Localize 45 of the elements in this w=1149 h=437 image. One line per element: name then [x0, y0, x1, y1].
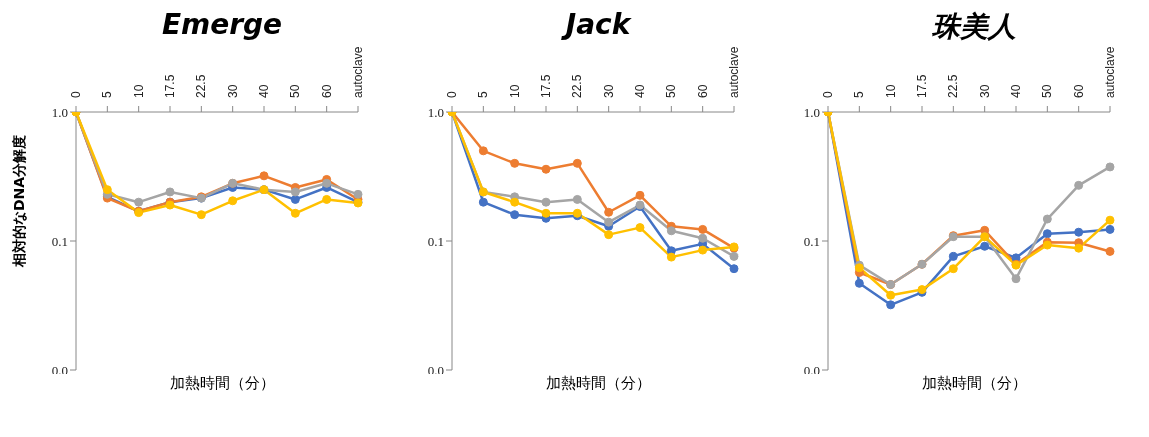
y-tick-label: 0.0 [803, 362, 820, 378]
x-tick-label: 40 [1009, 84, 1023, 98]
x-tick-label: 30 [225, 84, 240, 98]
x-tick-label: 17.5 [539, 74, 553, 98]
x-tick-label: 30 [977, 84, 992, 98]
chart-title: Emerge [161, 8, 283, 43]
x-tick-label: 40 [633, 84, 647, 98]
x-tick-label: 5 [852, 91, 867, 98]
x-tick-label: 50 [664, 84, 679, 98]
x-tick-label: 60 [319, 84, 334, 98]
y-tick-label: 0.1 [51, 233, 68, 249]
x-tick-label: 22.5 [194, 74, 209, 98]
x-tick-label: 60 [695, 84, 710, 98]
x-axis-title: 加熱時間（分） [921, 374, 1027, 393]
x-tick-label: 0 [445, 91, 459, 98]
x-tick-label: autoclave [727, 46, 741, 98]
x-tick-label: 50 [1040, 84, 1055, 98]
x-tick-label: 10 [883, 84, 898, 98]
x-tick-label: 10 [131, 84, 146, 98]
y-tick-label: 1.0 [427, 104, 444, 120]
x-tick-label: autoclave [1103, 46, 1117, 98]
x-tick-label: 22.5 [946, 74, 961, 98]
x-tick-label: 5 [476, 91, 491, 98]
x-axis-title: 加熱時間（分） [169, 374, 275, 393]
y-tick-label: 0.1 [803, 233, 820, 249]
x-tick-label: 50 [288, 84, 303, 98]
x-tick-label: 22.5 [570, 74, 585, 98]
y-tick-label: 0.0 [427, 362, 444, 378]
x-tick-label: 0 [821, 91, 835, 98]
y-tick-label: 1.0 [51, 104, 68, 120]
y-tick-label: 0.1 [427, 233, 444, 249]
x-tick-label: 40 [257, 84, 271, 98]
y-tick-label: 0.0 [51, 362, 68, 378]
x-tick-label: 17.5 [163, 74, 177, 98]
y-tick-label: 1.0 [803, 104, 820, 120]
x-axis-title: 加熱時間（分） [545, 374, 651, 393]
x-tick-label: 0 [69, 91, 83, 98]
x-tick-label: 5 [100, 91, 115, 98]
x-tick-label: 10 [507, 84, 522, 98]
y-axis-title: 相対的なDNA分解度 [11, 134, 27, 268]
x-tick-label: 30 [601, 84, 616, 98]
x-tick-label: autoclave [351, 46, 365, 98]
chart-title: 珠美人 [932, 9, 1016, 44]
x-tick-label: 60 [1071, 84, 1086, 98]
x-tick-label: 17.5 [915, 74, 929, 98]
